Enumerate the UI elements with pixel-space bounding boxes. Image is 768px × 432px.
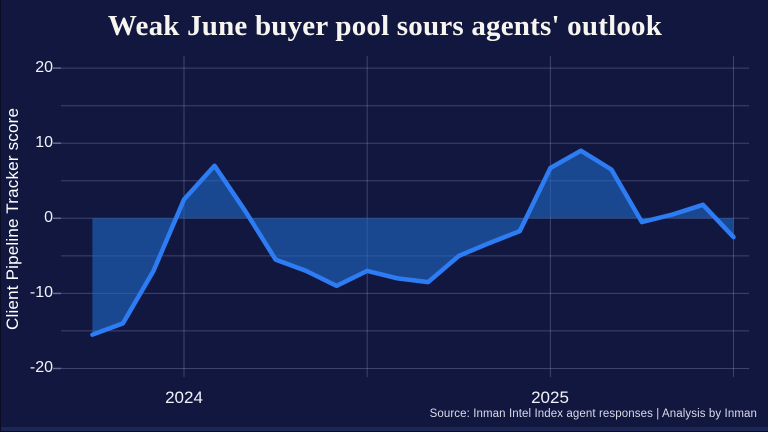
y-tick-label-neg10: -10 [29, 284, 53, 301]
x-tick-label-2025: 2025 [531, 388, 569, 407]
bottom-strip [1, 427, 768, 431]
x-tick-label-2024: 2024 [165, 388, 203, 407]
source-note: Source: Inman Intel Index agent response… [429, 408, 757, 420]
y-tick-label-20: 20 [35, 59, 53, 76]
chart-title: Weak June buyer pool sours agents' outlo… [107, 10, 663, 42]
y-tick-label-10: 10 [35, 134, 53, 151]
y-tick-label-neg20: -20 [29, 359, 53, 376]
y-tick-label-0: 0 [44, 209, 53, 226]
